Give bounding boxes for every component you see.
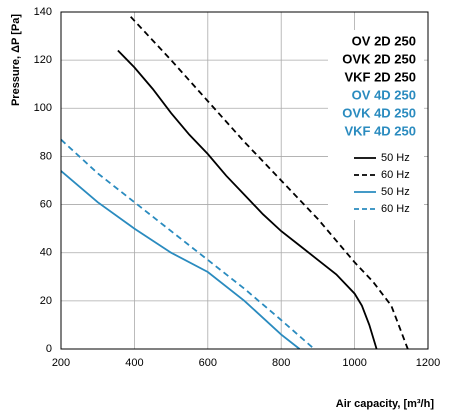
x-tick-label: 400 xyxy=(125,357,143,369)
x-tick-label: 800 xyxy=(272,357,290,369)
model-label: OV 2D 250 xyxy=(352,33,416,48)
legend-label: 50 Hz xyxy=(381,152,410,164)
plot-border xyxy=(60,11,429,350)
legend-label: 60 Hz xyxy=(381,169,410,181)
y-tick-label: 120 xyxy=(34,54,52,66)
x-tick-label: 600 xyxy=(199,357,217,369)
x-tick-label: 200 xyxy=(52,357,70,369)
y-tick-label: 60 xyxy=(40,198,52,210)
y-tick-label: 40 xyxy=(40,247,52,259)
legend-label: 50 Hz xyxy=(381,186,410,198)
model-label: OVK 4D 250 xyxy=(342,105,416,120)
x-tick-label: 1000 xyxy=(342,357,366,369)
series-line xyxy=(130,16,409,350)
model-label: VKF 2D 250 xyxy=(344,69,416,84)
model-label: OV 4D 250 xyxy=(352,87,416,102)
x-tick-label: 1200 xyxy=(416,357,440,369)
model-label: VKF 4D 250 xyxy=(344,123,416,138)
y-tick-label: 0 xyxy=(46,343,52,355)
model-label: OVK 2D 250 xyxy=(342,51,416,66)
x-axis-label: Air capacity, [m³/h] xyxy=(336,398,435,410)
series-line xyxy=(117,49,378,350)
y-tick-label: 140 xyxy=(34,6,52,18)
y-tick-label: 80 xyxy=(40,150,52,162)
legend-background xyxy=(328,30,424,220)
y-tick-label: 100 xyxy=(34,102,52,114)
legend-label: 60 Hz xyxy=(381,203,410,215)
y-tick-label: 20 xyxy=(40,295,52,307)
y-axis-label: Pressure, ΔP [Pa] xyxy=(10,14,22,106)
series-line xyxy=(60,170,301,350)
